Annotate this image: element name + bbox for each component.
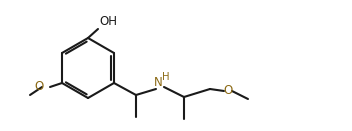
Text: N: N <box>153 77 162 89</box>
Text: O: O <box>224 84 233 97</box>
Text: O: O <box>35 81 44 94</box>
Text: H: H <box>162 72 170 82</box>
Text: OH: OH <box>99 15 117 28</box>
